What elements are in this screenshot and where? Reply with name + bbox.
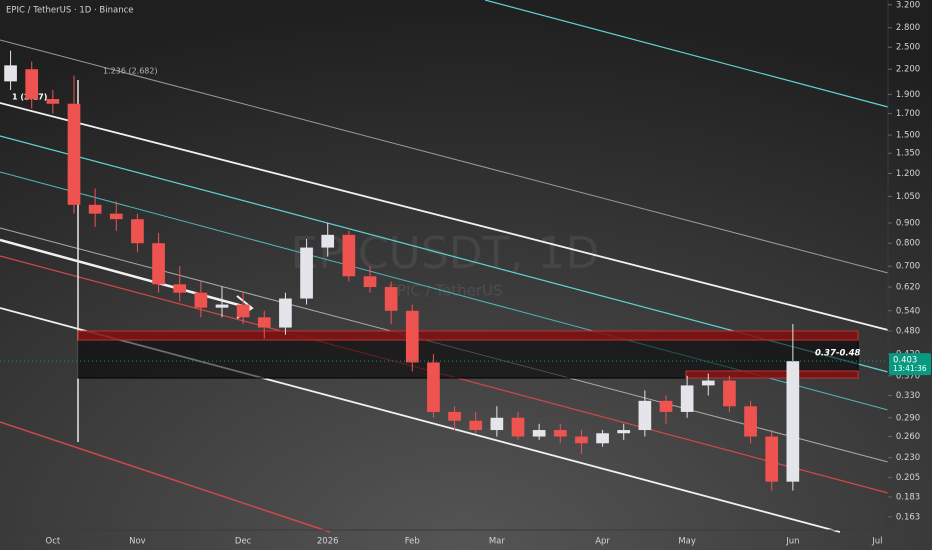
last-price-box: [889, 353, 931, 376]
y-tick-label: 1.700: [896, 109, 920, 119]
candle-body: [342, 234, 356, 277]
x-tick-label: Nov: [129, 537, 146, 547]
candle-body: [4, 65, 17, 82]
candle-body: [321, 234, 335, 248]
channel-line: [0, 39, 889, 274]
y-tick-label: 0.330: [896, 391, 920, 401]
y-tick-label: 0.290: [896, 413, 920, 423]
fib-label: 1.236 (2.682): [103, 67, 158, 76]
candle-body: [25, 69, 39, 100]
candle-body: [67, 103, 81, 205]
drawings: [0, 0, 889, 533]
y-tick-label: 0.260: [896, 432, 920, 442]
y-tick-label: 0.900: [896, 218, 920, 228]
candle-body: [723, 380, 736, 407]
candle-body: [659, 400, 673, 412]
candle-body: [553, 430, 567, 437]
channel-line: [484, 0, 889, 108]
candle-body: [511, 417, 525, 437]
x-tick-label: Dec: [235, 537, 252, 547]
y-tick-label: 1.500: [896, 131, 920, 141]
candle-body: [363, 276, 377, 288]
y-tick-label: 0.540: [896, 306, 920, 316]
y-tick-label: 2.800: [896, 23, 920, 33]
candle-body: [490, 417, 504, 431]
candle-body: [617, 430, 631, 434]
candle-body: [786, 361, 800, 482]
arrow-line: [0, 238, 251, 310]
x-tick-label: Mar: [489, 537, 506, 547]
countdown: 13:41:36: [893, 364, 927, 373]
y-tick-label: 2.500: [896, 43, 920, 53]
y-tick-label: 1.350: [896, 149, 920, 159]
last-price-label: 0.403: [893, 356, 917, 366]
candle-body: [236, 304, 250, 318]
candle-body: [194, 292, 208, 308]
y-tick-label: 0.205: [896, 473, 920, 483]
y-tick-label: 2.200: [896, 65, 920, 75]
y-tick-label: 0.480: [896, 327, 920, 337]
x-tick-label: Oct: [46, 537, 61, 547]
candle-body: [532, 430, 546, 437]
candle-body: [744, 406, 757, 437]
candle-body: [469, 420, 483, 431]
candle-body: [384, 287, 398, 311]
y-tick-label: 0.163: [896, 512, 920, 522]
x-tick-label: Jul: [871, 537, 882, 547]
candle-body: [448, 411, 461, 421]
zone-label: 0.37-0.48: [815, 349, 861, 359]
candle-body: [701, 380, 715, 386]
channel-line: [0, 421, 331, 533]
candle-body: [405, 310, 419, 363]
candle-body: [173, 284, 187, 293]
watermark: EPICUSDT, 1D EPIC / TetherUS: [291, 228, 600, 300]
watermark-symbol: EPICUSDT, 1D: [291, 228, 600, 279]
y-tick-label: 0.620: [896, 283, 920, 293]
zone-top: [77, 330, 859, 341]
candle-body: [279, 298, 292, 328]
y-tick-label: 1.900: [896, 90, 920, 100]
x-tick-label: Feb: [405, 537, 420, 547]
y-tick-label: 3.200: [896, 0, 920, 10]
candle-body: [131, 219, 144, 244]
x-tick-label: 2026: [317, 537, 339, 547]
candle-body: [680, 385, 694, 412]
x-tick-label: May: [678, 537, 696, 547]
candle-body: [596, 433, 609, 444]
watermark-name: EPIC / TetherUS: [387, 282, 502, 300]
candle-body: [46, 99, 60, 104]
candle-body: [152, 243, 165, 285]
y-tick-label: 0.700: [896, 262, 920, 272]
candle-body: [257, 317, 271, 328]
candle-body: [575, 436, 588, 444]
candle-body: [638, 400, 652, 431]
candle-body: [109, 213, 123, 220]
candle-body: [300, 247, 313, 299]
y-tick-label: 0.800: [896, 239, 920, 249]
y-tick-label: 0.183: [896, 492, 920, 502]
candle-body: [765, 436, 779, 482]
candle-body: [88, 204, 102, 214]
y-tick-label: 0.370: [896, 371, 920, 381]
channel-line: [0, 102, 889, 331]
candle-body: [427, 362, 440, 412]
y-tick-label: 0.230: [896, 453, 920, 463]
zone-small: [685, 370, 859, 379]
x-tick-label: Apr: [595, 537, 610, 547]
y-tick-label: 1.050: [896, 192, 920, 202]
candle-body: [215, 304, 229, 308]
y-tick-label: 1.200: [896, 169, 920, 179]
chart-title: EPIC / TetherUS · 1D · Binance: [6, 6, 134, 16]
x-tick-label: Jun: [785, 537, 799, 547]
